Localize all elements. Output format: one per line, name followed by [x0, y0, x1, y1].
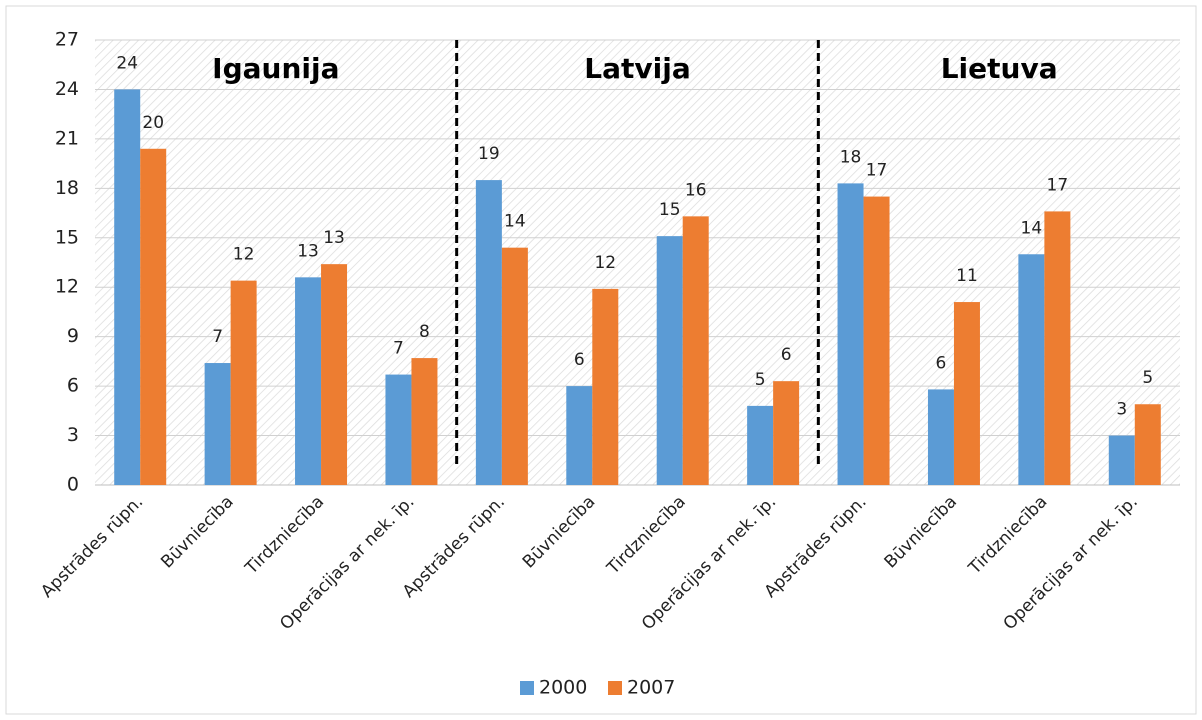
bar — [230, 280, 257, 485]
data-label: 5 — [1142, 368, 1153, 388]
legend-label: 2000 — [539, 677, 587, 699]
bar — [411, 358, 438, 485]
bar — [1044, 211, 1071, 485]
y-tick-label: 3 — [67, 424, 79, 446]
data-label: 17 — [1047, 175, 1069, 195]
bar — [295, 277, 322, 485]
data-label: 7 — [212, 327, 223, 347]
data-label: 14 — [1021, 218, 1043, 238]
data-label: 3 — [1116, 400, 1127, 420]
bar — [1134, 404, 1161, 485]
y-tick-label: 6 — [67, 375, 79, 397]
bar — [773, 381, 800, 485]
data-label: 16 — [685, 180, 707, 200]
bar — [682, 216, 709, 485]
bar — [475, 180, 502, 485]
y-tick-label: 15 — [55, 226, 79, 248]
y-tick-label: 9 — [67, 325, 79, 347]
data-label: 14 — [504, 212, 526, 232]
data-label: 19 — [478, 144, 500, 164]
data-label: 11 — [956, 266, 978, 286]
bar — [837, 183, 864, 485]
y-tick-label: 27 — [55, 29, 79, 51]
data-label: 20 — [142, 113, 164, 133]
bar — [747, 405, 774, 485]
y-tick-label: 0 — [67, 474, 79, 496]
data-label: 12 — [233, 245, 255, 265]
data-label: 24 — [116, 53, 138, 73]
data-label: 18 — [840, 147, 862, 167]
data-label: 15 — [659, 200, 681, 220]
bar — [656, 236, 683, 485]
data-label: 13 — [323, 228, 345, 248]
bar — [140, 148, 167, 485]
bar — [953, 302, 980, 485]
legend-swatch — [520, 681, 534, 695]
data-label: 6 — [574, 350, 585, 370]
data-label: 5 — [755, 370, 766, 390]
bar — [114, 89, 141, 485]
bar — [863, 196, 890, 485]
y-tick-label: 12 — [55, 276, 79, 298]
bar — [927, 389, 954, 485]
legend-swatch — [608, 681, 622, 695]
data-label: 6 — [781, 345, 792, 365]
bar — [321, 264, 348, 485]
bar — [385, 374, 412, 485]
bar — [1018, 254, 1045, 485]
bar — [501, 247, 528, 485]
group-label: Latvija — [584, 52, 690, 85]
bar — [1108, 435, 1135, 485]
data-label: 17 — [866, 161, 888, 181]
y-tick-label: 24 — [55, 78, 79, 100]
legend-label: 2007 — [627, 677, 675, 699]
bar — [592, 288, 619, 485]
data-label: 8 — [419, 322, 430, 342]
data-label: 6 — [936, 353, 947, 373]
y-tick-label: 18 — [55, 177, 79, 199]
data-label: 13 — [297, 241, 319, 261]
plot-background — [95, 40, 1180, 485]
data-label: 12 — [594, 253, 616, 273]
data-label: 7 — [393, 339, 404, 359]
bar — [566, 386, 593, 485]
bar — [204, 363, 231, 485]
group-label: Lietuva — [941, 52, 1058, 85]
group-label: Igaunija — [212, 52, 339, 85]
y-tick-label: 21 — [55, 127, 79, 149]
